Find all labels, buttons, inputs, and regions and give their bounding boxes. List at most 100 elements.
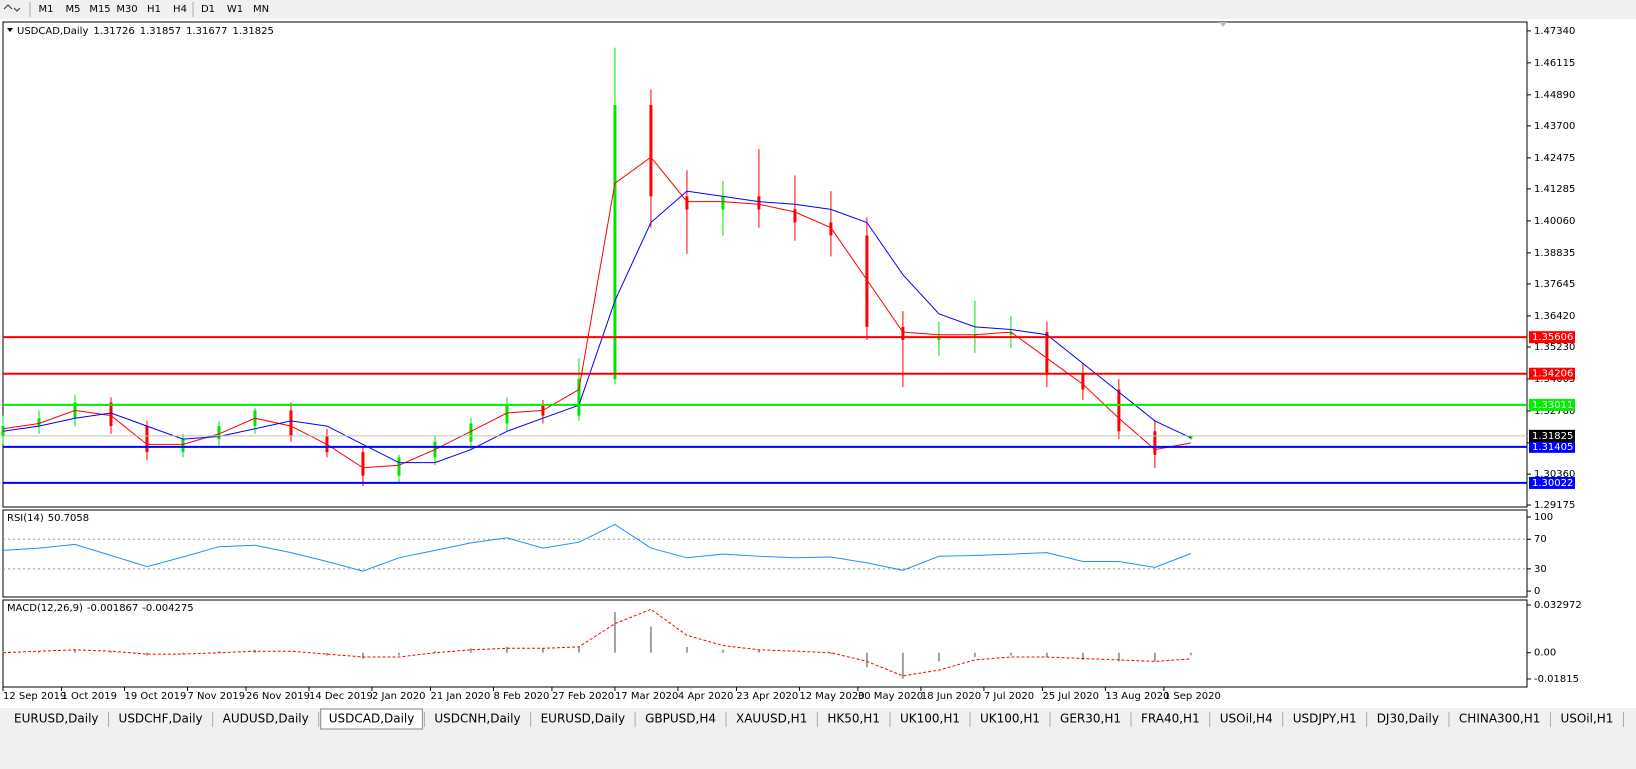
tab-background bbox=[214, 711, 317, 728]
level-label: 1.31405 bbox=[1532, 442, 1573, 453]
tab-background bbox=[728, 711, 816, 728]
candle-body bbox=[469, 423, 473, 442]
tab[interactable]: USOil,H4 bbox=[1211, 711, 1284, 728]
candle-body bbox=[1081, 373, 1085, 390]
tab-label[interactable]: UK100,H1 bbox=[980, 712, 1040, 726]
tab-background bbox=[1133, 711, 1208, 728]
level-label: 1.33011 bbox=[1532, 400, 1573, 411]
tab[interactable]: USDCHF,Daily bbox=[110, 711, 214, 728]
tab[interactable]: FRA40,H1 bbox=[1133, 711, 1211, 728]
tab-label[interactable]: CHINA300,H1 bbox=[1459, 712, 1541, 726]
tab[interactable]: EURUSD,Daily bbox=[6, 711, 110, 728]
timeframe-button[interactable]: M1 bbox=[39, 4, 54, 15]
tab-label[interactable]: USOil,H4 bbox=[1220, 712, 1273, 726]
tab[interactable]: CHINA300,H1 bbox=[1450, 711, 1551, 728]
tab-label[interactable]: DJ30,Daily bbox=[1377, 712, 1439, 726]
tab-background bbox=[637, 711, 724, 728]
tab[interactable]: GBPUSD,H4 bbox=[637, 711, 727, 728]
candle-body bbox=[361, 452, 365, 476]
tab-label[interactable]: FRA40,H1 bbox=[1141, 712, 1200, 726]
tab[interactable]: UK100,H1 bbox=[972, 711, 1051, 728]
chart-header: USDCAD,Daily bbox=[17, 26, 88, 37]
tab-label[interactable]: AUDUSD,Daily bbox=[223, 712, 309, 726]
indicator-title: RSI(14) bbox=[7, 513, 44, 524]
tab-label[interactable]: HK50,H1 bbox=[827, 712, 880, 726]
tab-background bbox=[1211, 711, 1281, 728]
timeframe-button[interactable]: H4 bbox=[173, 4, 187, 15]
tab-label[interactable]: XAUUSD,H1 bbox=[736, 712, 807, 726]
x-tick-label: 19 Oct 2019 bbox=[124, 691, 186, 702]
x-tick-label: 25 Jul 2020 bbox=[1042, 691, 1099, 702]
indicator-title: MACD(12,26,9) bbox=[7, 603, 83, 614]
y-tick-label: 1.32780 bbox=[1534, 406, 1575, 417]
tab-background bbox=[1052, 711, 1129, 728]
tab[interactable]: EURUSD,Daily bbox=[532, 711, 636, 728]
x-tick-label: 12 Sep 2019 bbox=[3, 691, 66, 702]
level-label-box bbox=[1529, 398, 1575, 411]
candle-body bbox=[109, 402, 113, 427]
tab[interactable]: USOil,H1 bbox=[1552, 711, 1624, 728]
tab[interactable]: USDCNH,Daily bbox=[426, 711, 532, 728]
y-tick-label: 1.40060 bbox=[1534, 216, 1575, 227]
tab-label[interactable]: USDCHF,Daily bbox=[119, 712, 203, 726]
tab-background bbox=[1284, 711, 1365, 728]
level-label-box bbox=[1529, 440, 1575, 453]
tab-background bbox=[1368, 711, 1447, 728]
tab-background bbox=[819, 711, 888, 728]
tab-background bbox=[1552, 711, 1622, 728]
rsi-panel bbox=[2, 509, 1528, 598]
x-tick-label: 1 Oct 2019 bbox=[61, 691, 116, 702]
timeframe-button[interactable]: D1 bbox=[201, 4, 215, 15]
indicator-value: 50.7058 bbox=[48, 513, 89, 524]
timeframe-button[interactable]: M5 bbox=[66, 4, 81, 15]
tab[interactable]: XAUUSD,H1 bbox=[728, 711, 818, 728]
timeframe-button[interactable]: M15 bbox=[89, 4, 110, 15]
tab-label[interactable]: GER30,H1 bbox=[1060, 712, 1121, 726]
tab-label[interactable]: USDJPY,H1 bbox=[1293, 712, 1357, 726]
tab[interactable]: UK100,H1 bbox=[891, 711, 971, 728]
price-panel bbox=[2, 21, 1528, 508]
macd-panel bbox=[2, 599, 1528, 688]
tab[interactable]: USDJPY,H1 bbox=[1284, 711, 1368, 728]
tab[interactable]: USDCAD,Daily bbox=[320, 708, 425, 730]
candle-body bbox=[793, 209, 797, 223]
timeframe-button[interactable]: H1 bbox=[147, 4, 161, 15]
timeframe-button[interactable]: MN bbox=[253, 4, 269, 15]
x-tick-label: 14 Dec 2019 bbox=[309, 691, 373, 702]
price-label: 1.31825 bbox=[1532, 431, 1573, 442]
tab-label[interactable]: GBPUSD,H4 bbox=[645, 712, 716, 726]
tab-background bbox=[426, 711, 529, 728]
level-label: 1.35606 bbox=[1532, 332, 1573, 343]
x-tick-label: 7 Jul 2020 bbox=[984, 691, 1034, 702]
level-label-box bbox=[1529, 367, 1575, 380]
candle-body bbox=[829, 222, 833, 236]
y-tick-label: -0.01815 bbox=[1534, 674, 1579, 685]
candle-body bbox=[865, 235, 869, 327]
candle-body bbox=[397, 457, 401, 476]
candle-body bbox=[1117, 389, 1121, 432]
x-tick-label: 2 Jan 2020 bbox=[372, 691, 426, 702]
tab[interactable]: HK50,H1 bbox=[819, 711, 891, 728]
tab-label[interactable]: USOil,H1 bbox=[1560, 712, 1613, 726]
tab-label[interactable]: USDCAD,Daily bbox=[329, 712, 415, 726]
chart-window bbox=[0, 19, 1636, 710]
level-label-box bbox=[1529, 476, 1575, 489]
moving-average bbox=[2, 156, 1191, 469]
level-label: 1.30022 bbox=[1532, 478, 1573, 489]
tab-label[interactable]: EURUSD,Daily bbox=[14, 712, 99, 726]
y-tick-label: 1.36420 bbox=[1534, 311, 1575, 322]
tab-label[interactable]: UK100,H1 bbox=[900, 712, 960, 726]
tab-background bbox=[972, 711, 1049, 728]
timeframe-button[interactable]: M30 bbox=[116, 4, 137, 15]
moving-average bbox=[2, 190, 1192, 464]
tab[interactable]: GER30,H1 bbox=[1052, 711, 1132, 728]
timeframe-button[interactable]: W1 bbox=[227, 4, 243, 15]
x-tick-label: 17 Mar 2020 bbox=[615, 691, 678, 702]
candle-body bbox=[937, 337, 941, 340]
candle-body bbox=[1, 426, 5, 437]
tab[interactable]: AUDUSD,Daily bbox=[214, 711, 320, 728]
tab-label[interactable]: EURUSD,Daily bbox=[541, 712, 626, 726]
tab-label[interactable]: USDCNH,Daily bbox=[434, 712, 520, 726]
tab[interactable]: DJ30,Daily bbox=[1368, 711, 1450, 728]
